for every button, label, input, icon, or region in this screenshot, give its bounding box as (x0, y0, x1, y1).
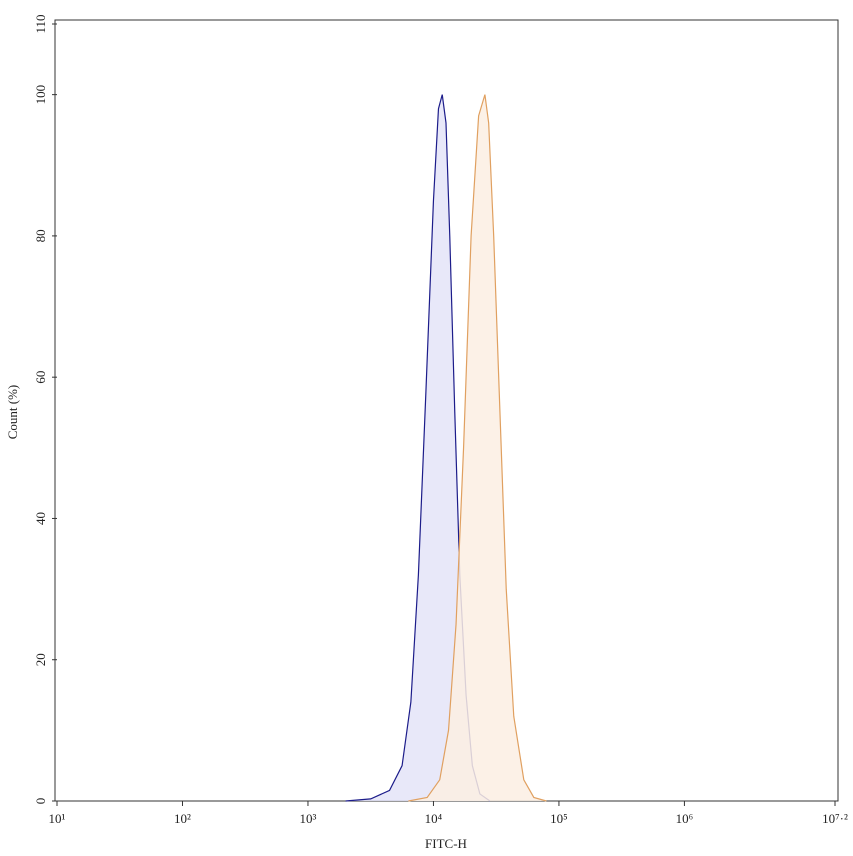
y-tick-label: 110 (33, 14, 48, 33)
y-tick-label: 60 (33, 371, 48, 384)
x-tick-label: 10³ (300, 811, 317, 826)
x-axis-label: FITC-H (425, 836, 467, 851)
histogram-curve (408, 94, 547, 802)
x-tick-label: 10⁶ (676, 811, 694, 826)
y-tick-label: 40 (33, 512, 48, 525)
y-tick-label: 20 (33, 653, 48, 666)
y-tick-label: 80 (33, 229, 48, 242)
x-tick-label: 10² (174, 811, 191, 826)
x-tick-label: 10¹ (49, 811, 66, 826)
y-tick-label: 100 (33, 85, 48, 105)
x-tick-label: 10⁵ (550, 811, 568, 826)
x-tick-label: 10⁷·² (822, 811, 848, 826)
y-axis-label: Count (%) (5, 385, 20, 440)
y-tick-label: 0 (33, 798, 48, 805)
x-tick-label: 10⁴ (425, 811, 443, 826)
